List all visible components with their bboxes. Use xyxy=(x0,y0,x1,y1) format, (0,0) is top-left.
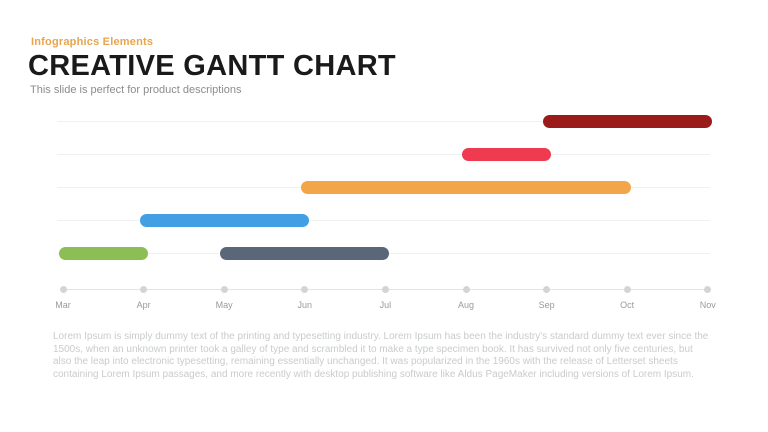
timeline-dot xyxy=(543,286,551,293)
timeline-dot xyxy=(140,286,148,293)
month-label: May xyxy=(215,300,233,310)
timeline-dot xyxy=(704,286,712,293)
gantt-chart: Mar Apr May Jun Jul Aug Sep Oct Nov xyxy=(55,108,716,320)
month-label: Aug xyxy=(457,300,474,310)
gantt-bar xyxy=(462,147,551,161)
timeline-dot xyxy=(59,286,67,293)
page-title: CREATIVE GANTT CHART xyxy=(28,50,396,82)
month-label: Apr xyxy=(136,300,151,310)
row-gridline xyxy=(57,219,710,221)
row-gridline xyxy=(57,120,710,122)
timeline-dot xyxy=(462,286,470,293)
gantt-bar xyxy=(139,213,309,227)
month-label: Sep xyxy=(538,300,555,310)
gantt-bar xyxy=(542,114,712,128)
eyebrow-label: Infographics Elements xyxy=(31,36,154,48)
gantt-bar xyxy=(59,247,148,260)
row-gridline xyxy=(57,153,710,155)
timeline-dot xyxy=(381,286,389,293)
gantt-bar xyxy=(300,180,632,194)
description-paragraph: Lorem Ipsum is simply dummy text of the … xyxy=(53,331,709,380)
month-label: Oct xyxy=(620,300,635,310)
timeline-dot xyxy=(301,286,309,293)
month-label: Mar xyxy=(55,300,71,310)
month-label: Nov xyxy=(699,300,716,310)
timeline-dot xyxy=(623,286,631,293)
gantt-bar xyxy=(220,247,390,260)
month-label: Jul xyxy=(379,300,392,310)
month-label: Jun xyxy=(297,300,313,310)
timeline-dot xyxy=(220,286,228,293)
page-subtitle: This slide is perfect for product descri… xyxy=(30,84,242,96)
